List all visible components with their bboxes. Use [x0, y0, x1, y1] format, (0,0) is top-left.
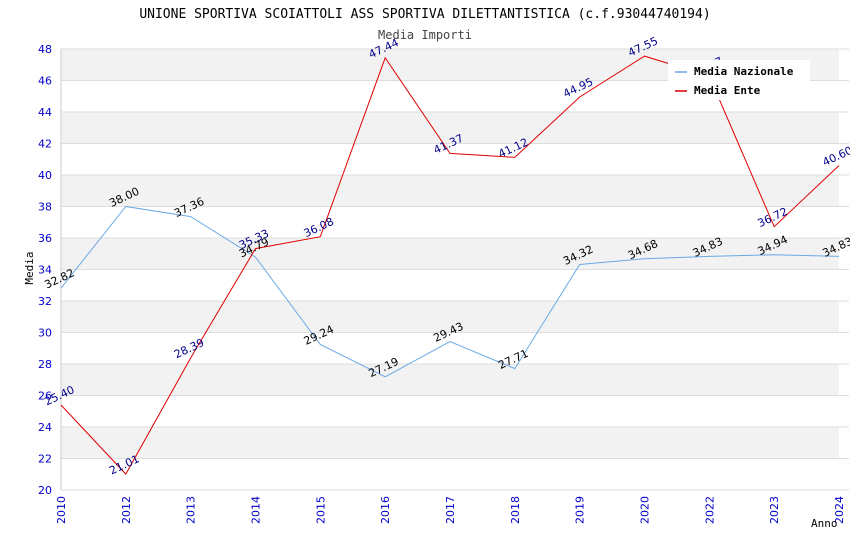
y-tick-label: 26: [38, 390, 52, 403]
x-tick-label: 2015: [314, 496, 327, 524]
x-tick-label: 2020: [639, 496, 652, 524]
grid-band: [61, 364, 839, 396]
y-axis-ticks: 20 22 24 26 28 30 32 34 36 38 40 42 44 46 48: [38, 43, 52, 497]
legend-label-ente: Media Ente: [694, 84, 761, 97]
x-tick-label: 2012: [120, 496, 133, 524]
grid-band: [61, 143, 839, 175]
grid-band: [61, 112, 839, 144]
grid-band: [61, 206, 839, 238]
y-tick-label: 44: [38, 106, 52, 119]
x-axis-ticks: 2010 2012 2013 2014 2015 2016 2017 2018 2019 2020…: [55, 496, 846, 524]
x-tick-label: 2023: [768, 496, 781, 524]
x-tick-label: 2017: [444, 496, 457, 524]
y-tick-label: 32: [38, 295, 52, 308]
y-tick-label: 48: [38, 43, 52, 56]
grid-band: [61, 458, 839, 490]
y-tick-label: 42: [38, 138, 52, 151]
x-tick-label: 2024: [833, 496, 846, 524]
x-tick-label: 2018: [509, 496, 522, 524]
y-tick-label: 36: [38, 232, 52, 245]
grid-band: [61, 427, 839, 459]
y-tick-label: 30: [38, 327, 52, 340]
x-tick-label: 2022: [703, 496, 716, 524]
y-tick-label: 28: [38, 358, 52, 371]
y-tick-label: 46: [38, 75, 52, 88]
y-tick-label: 34: [38, 264, 52, 277]
grid-band: [61, 238, 839, 270]
y-tick-label: 24: [38, 421, 52, 434]
x-tick-label: 2016: [379, 496, 392, 524]
grid-band: [61, 175, 839, 207]
y-tick-label: 40: [38, 169, 52, 182]
legend-label-nazionale: Media Nazionale: [694, 65, 794, 78]
legend: Media Nazionale Media Ente: [668, 60, 810, 100]
y-tick-label: 22: [38, 453, 52, 466]
grid-band: [61, 269, 839, 301]
x-tick-label: 2010: [55, 496, 68, 524]
chart-subtitle: Media Importi: [378, 28, 472, 42]
x-axis-label: Anno: [811, 517, 838, 530]
x-tick-label: 2013: [185, 496, 198, 524]
y-tick-label: 20: [38, 484, 52, 497]
y-axis-label: Media: [23, 251, 36, 284]
grid-band: [61, 395, 839, 427]
x-tick-label: 2019: [574, 496, 587, 524]
grid-bands: [60, 48, 849, 491]
grid-band: [61, 301, 839, 333]
y-tick-label: 38: [38, 201, 52, 214]
legend-box: [668, 60, 810, 100]
chart-title: UNIONE SPORTIVA SCOIATTOLI ASS SPORTIVA …: [139, 7, 710, 22]
series-line-nazionale: [60, 205, 840, 378]
x-tick-label: 2014: [250, 496, 263, 524]
